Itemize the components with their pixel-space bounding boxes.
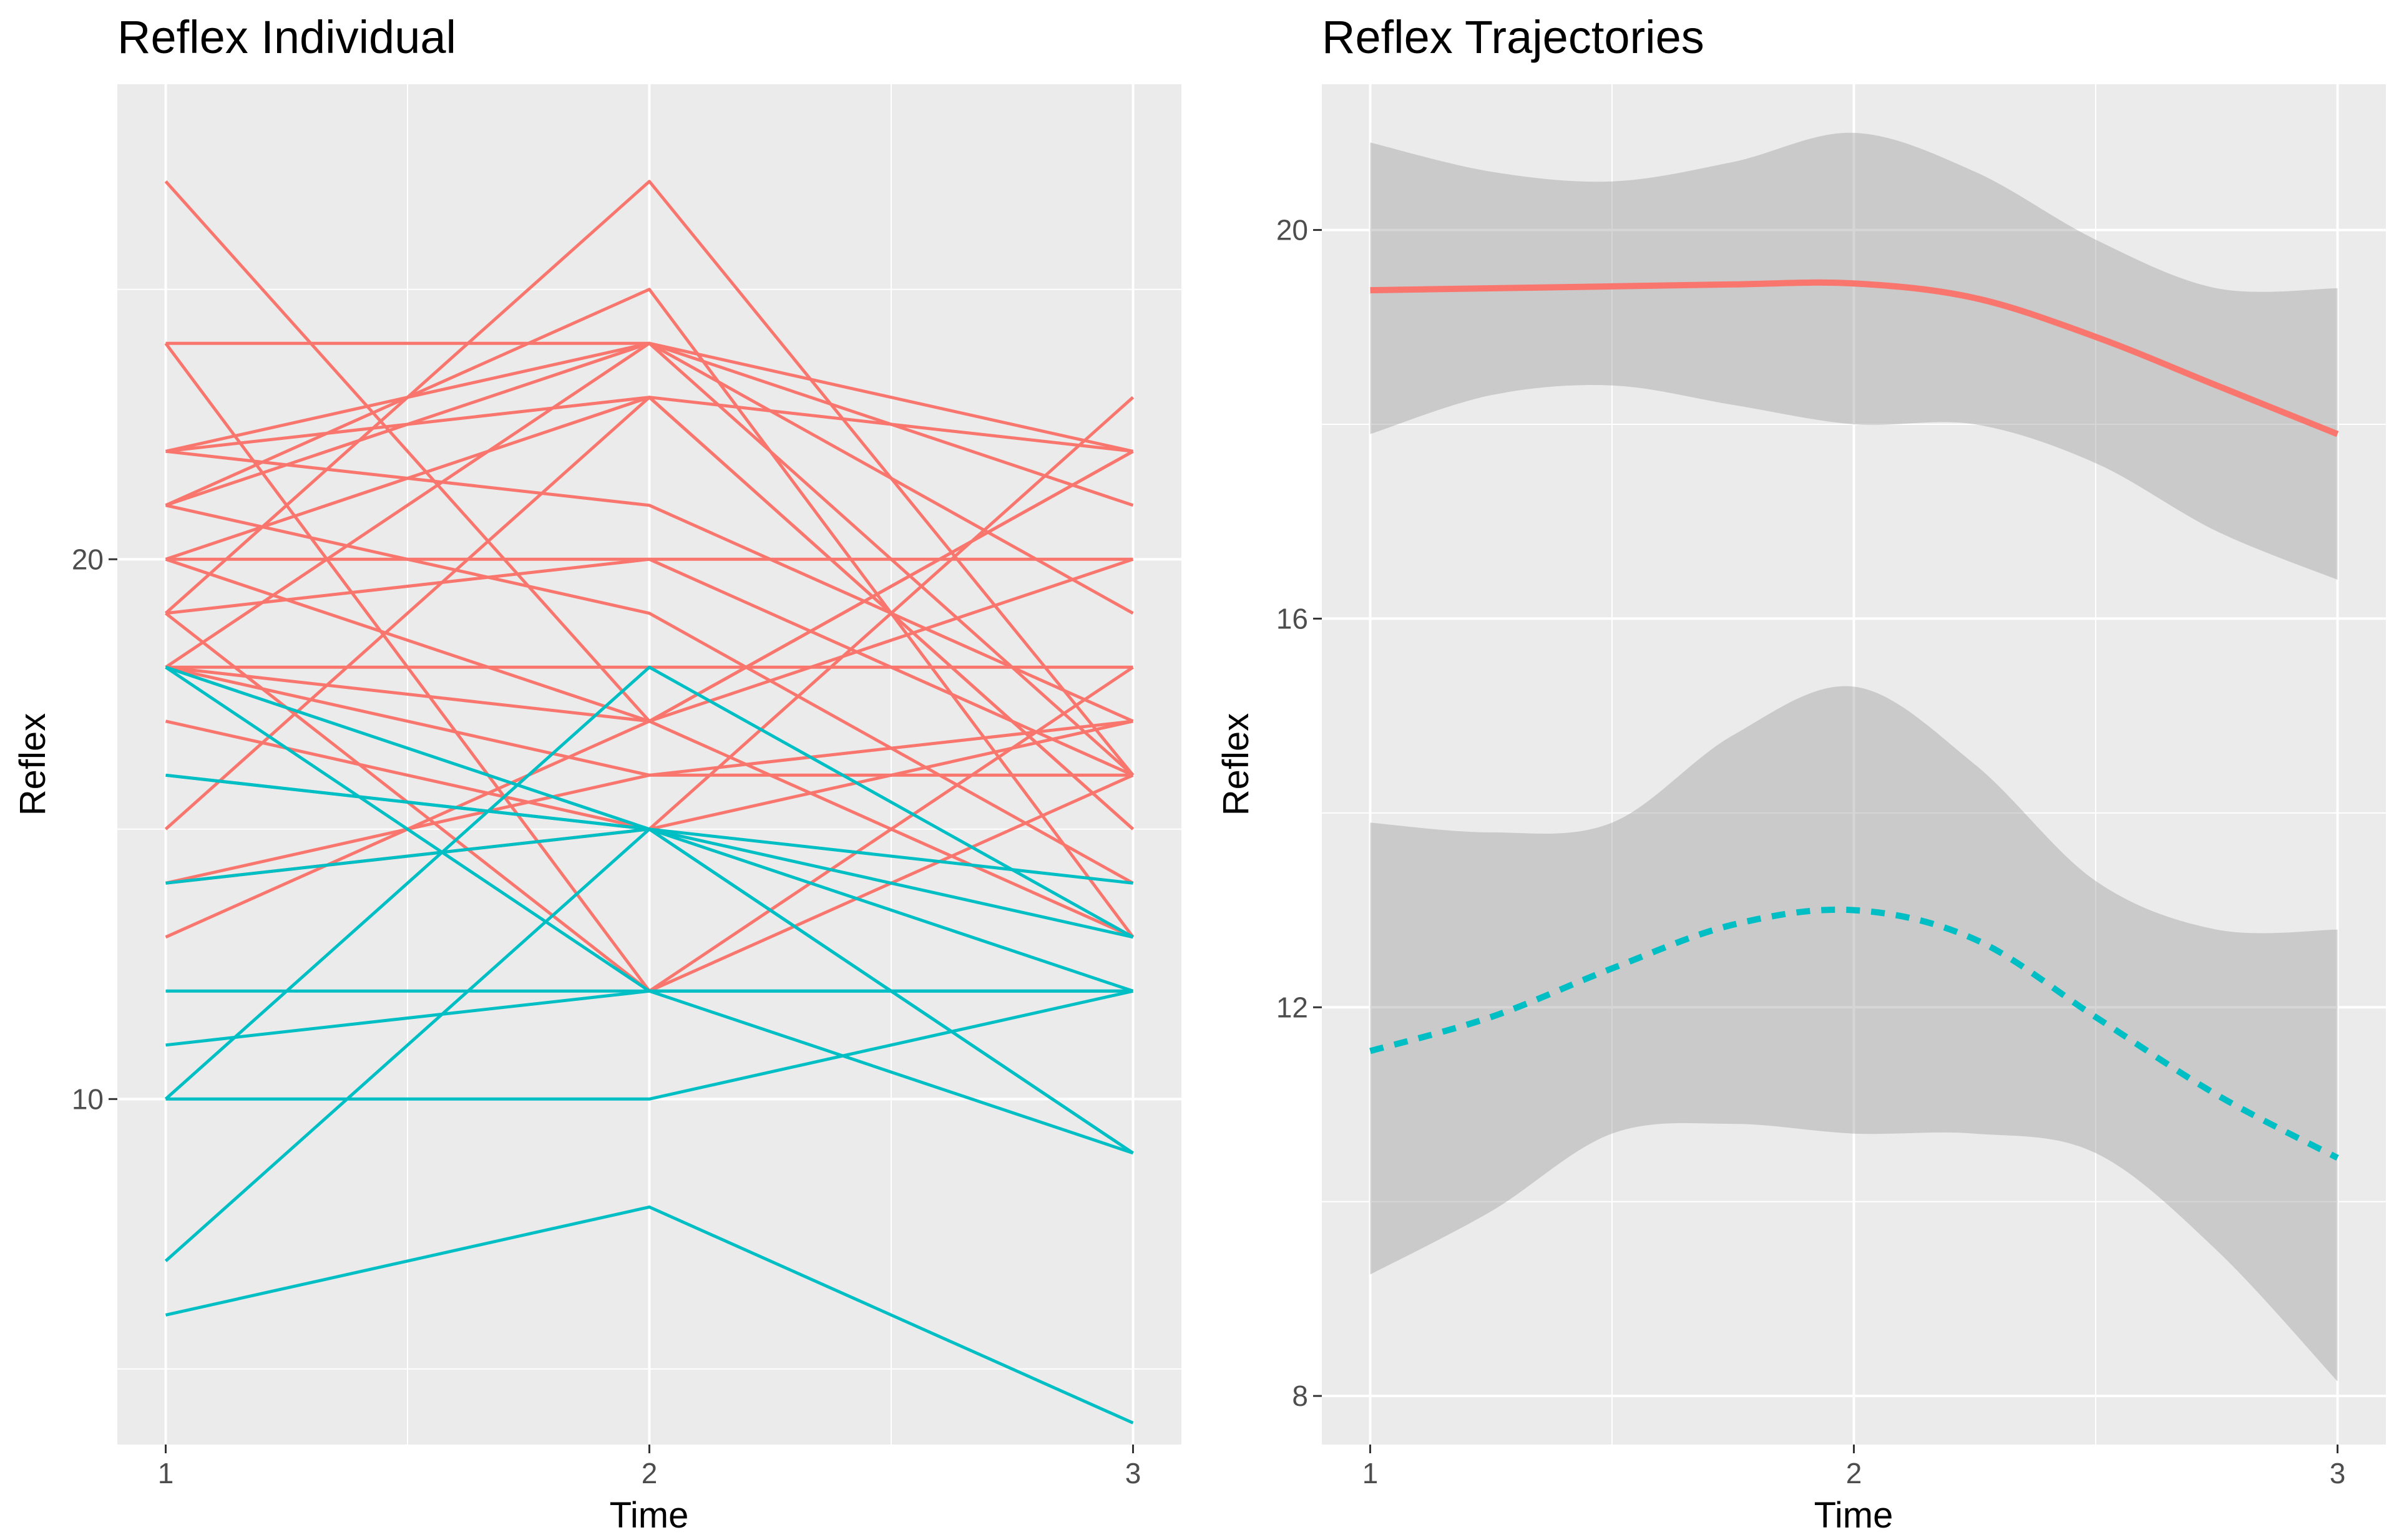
y-tick-label: 20 [1276, 214, 1308, 246]
trajectory-line-group-2 [164, 665, 1134, 1101]
right-trajectory-lines [1369, 279, 2339, 1161]
x-tick-label: 1 [1362, 1457, 1379, 1489]
trajectory-line-group-2 [165, 989, 1134, 1155]
x-tick-label: 3 [2330, 1457, 2346, 1489]
trajectory-line-group-1 [165, 557, 1133, 615]
x-tick-label: 1 [158, 1457, 174, 1489]
x-tick-label: 2 [1846, 1457, 1862, 1489]
trajectory-line-group-1 [165, 288, 1135, 938]
trajectory-line-group-1 [164, 180, 1135, 776]
trajectory-line-group-1 [165, 504, 1134, 885]
mean-line-group-1 [1370, 279, 2339, 437]
left-chart-title: Reflex Individual [117, 11, 456, 63]
x-tick-label: 3 [1125, 1457, 1141, 1489]
trajectory-line-group-1 [164, 396, 1135, 831]
y-tick-label: 20 [72, 543, 104, 575]
y-tick-label: 16 [1276, 602, 1308, 635]
y-tick-label: 10 [72, 1083, 104, 1115]
left-axes: 1 2 3 10 20 [72, 543, 1141, 1489]
y-tick-label: 12 [1276, 991, 1308, 1023]
right-chart-title: Reflex Trajectories [1322, 11, 1704, 63]
left-trajectory-lines [164, 180, 1135, 1425]
right-major-gridlines [1322, 84, 2386, 1445]
trajectory-line-group-1 [165, 341, 1135, 777]
trajectory-line-group-2 [165, 989, 1134, 1101]
left-x-axis-title: Time [610, 1495, 689, 1536]
confidence-ribbon-group-2 [1370, 686, 2338, 1382]
trajectory-line-group-1 [165, 773, 1133, 885]
mean-line-group-2 [1369, 906, 2339, 1161]
confidence-ribbon-group-1 [1370, 132, 2338, 580]
left-y-axis-title: Reflex [12, 713, 53, 816]
y-tick-label: 8 [1292, 1380, 1308, 1412]
right-confidence-ribbons [1370, 132, 2338, 1382]
x-tick-label: 2 [642, 1457, 658, 1489]
trajectory-line-group-2 [164, 827, 1134, 1262]
right-y-axis-title: Reflex [1216, 713, 1256, 816]
right-x-axis-title: Time [1814, 1495, 1893, 1536]
trajectory-line-group-2 [165, 1205, 1134, 1425]
